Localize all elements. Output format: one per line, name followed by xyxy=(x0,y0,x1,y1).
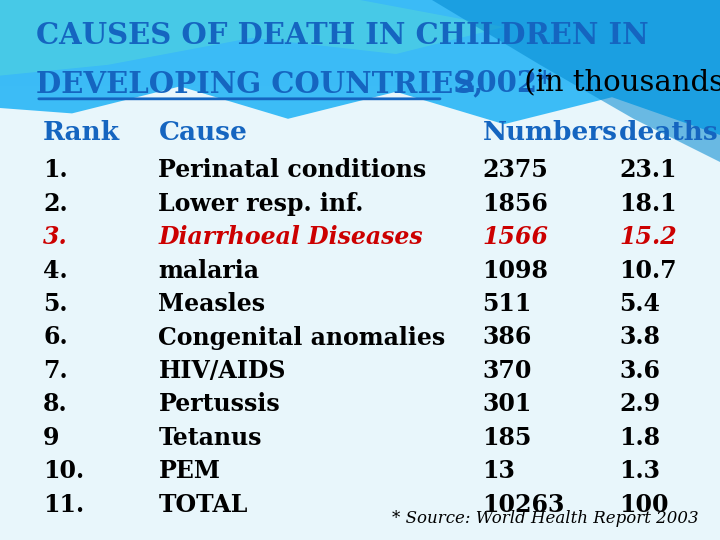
Text: Tetanus: Tetanus xyxy=(158,426,262,450)
Text: 2002*: 2002* xyxy=(446,69,553,98)
Text: PEM: PEM xyxy=(158,460,220,483)
Text: 10263: 10263 xyxy=(482,493,564,517)
Text: 1.3: 1.3 xyxy=(619,460,660,483)
Text: Rank: Rank xyxy=(43,120,120,145)
Text: 15.2: 15.2 xyxy=(619,225,677,249)
Text: 10.: 10. xyxy=(43,460,84,483)
Text: 4.: 4. xyxy=(43,259,68,282)
Text: 23.1: 23.1 xyxy=(619,158,677,182)
Polygon shape xyxy=(432,0,720,162)
Text: 5.: 5. xyxy=(43,292,68,316)
Text: 13: 13 xyxy=(482,460,516,483)
Text: 11.: 11. xyxy=(43,493,84,517)
Polygon shape xyxy=(0,0,720,135)
Text: * Source: World Health Report 2003: * Source: World Health Report 2003 xyxy=(392,510,698,527)
Text: 1856: 1856 xyxy=(482,192,548,215)
Text: 2.: 2. xyxy=(43,192,68,215)
Text: 301: 301 xyxy=(482,393,532,416)
Text: 185: 185 xyxy=(482,426,532,450)
Text: TOTAL: TOTAL xyxy=(158,493,248,517)
Text: Congenital anomalies: Congenital anomalies xyxy=(158,326,446,349)
Text: 8.: 8. xyxy=(43,393,68,416)
Text: 100: 100 xyxy=(619,493,669,517)
Text: 2.9: 2.9 xyxy=(619,393,660,416)
Text: 6.: 6. xyxy=(43,326,68,349)
Text: 1.8: 1.8 xyxy=(619,426,660,450)
Text: 2375: 2375 xyxy=(482,158,548,182)
Text: 370: 370 xyxy=(482,359,532,383)
Text: Numbers: Numbers xyxy=(482,120,618,145)
Text: 3.: 3. xyxy=(43,225,68,249)
Text: malaria: malaria xyxy=(158,259,259,282)
Text: 511: 511 xyxy=(482,292,532,316)
Text: Cause: Cause xyxy=(158,120,247,145)
Text: Diarrhoeal Diseases: Diarrhoeal Diseases xyxy=(158,225,423,249)
Text: CAUSES OF DEATH IN CHILDREN IN: CAUSES OF DEATH IN CHILDREN IN xyxy=(36,21,649,50)
Text: HIV/AIDS: HIV/AIDS xyxy=(158,359,286,383)
Text: 3.6: 3.6 xyxy=(619,359,660,383)
Text: deaths %: deaths % xyxy=(619,120,720,145)
Text: 3.8: 3.8 xyxy=(619,326,660,349)
Text: 5.4: 5.4 xyxy=(619,292,660,316)
Text: 386: 386 xyxy=(482,326,532,349)
Text: 1566: 1566 xyxy=(482,225,549,249)
Text: Pertussis: Pertussis xyxy=(158,393,280,416)
Text: 18.1: 18.1 xyxy=(619,192,677,215)
Text: Measles: Measles xyxy=(158,292,266,316)
Text: (in thousands): (in thousands) xyxy=(515,70,720,98)
Polygon shape xyxy=(0,0,504,76)
Text: DEVELOPING COUNTRIES,: DEVELOPING COUNTRIES, xyxy=(36,69,483,98)
Text: 1098: 1098 xyxy=(482,259,549,282)
Text: 1.: 1. xyxy=(43,158,68,182)
Text: Perinatal conditions: Perinatal conditions xyxy=(158,158,427,182)
Bar xyxy=(0,86,720,540)
Text: 10.7: 10.7 xyxy=(619,259,677,282)
Text: Lower resp. inf.: Lower resp. inf. xyxy=(158,192,364,215)
Text: 9: 9 xyxy=(43,426,60,450)
Text: 7.: 7. xyxy=(43,359,68,383)
